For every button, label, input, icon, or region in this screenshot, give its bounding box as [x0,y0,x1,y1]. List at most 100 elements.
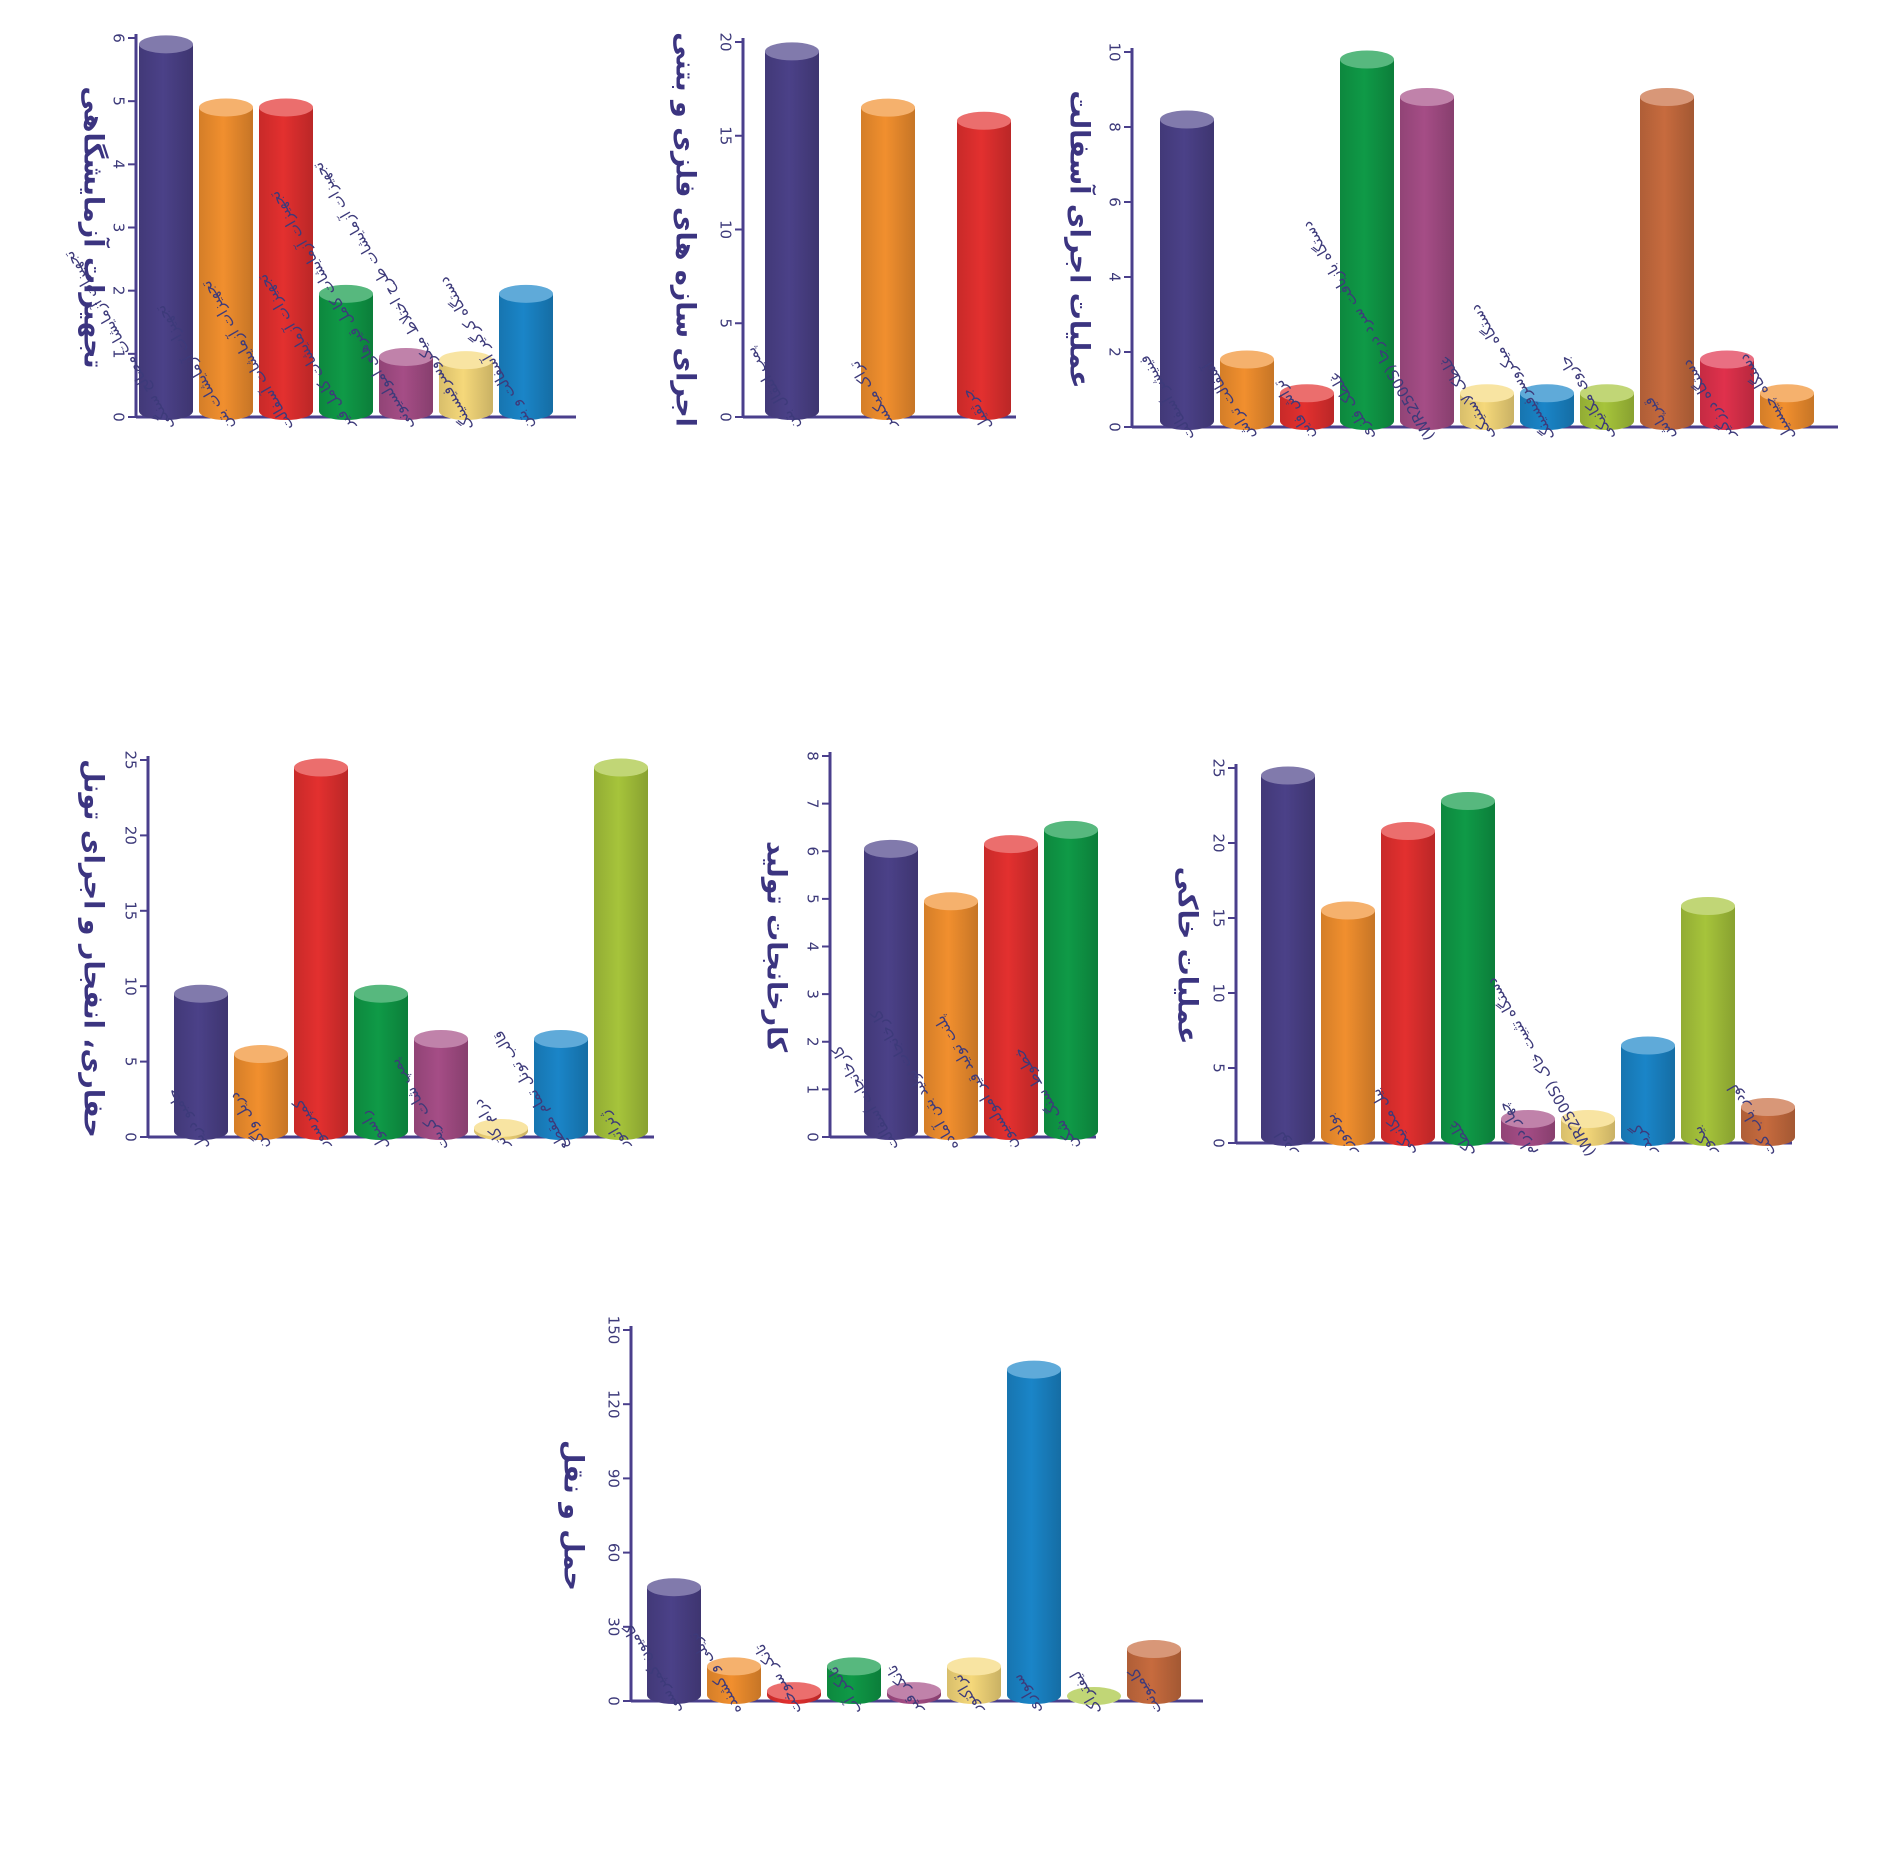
bar-body [319,293,373,420]
bar-tunnel-3 [354,984,408,1140]
chart-title: عملیات اجرای آسفالت [1064,90,1097,388]
bar-earth-3 [1441,792,1495,1146]
bar-steel-0 [765,42,819,420]
bar-body [1520,393,1574,430]
y-tick-label: 15 [717,126,735,145]
bar-body [234,1054,288,1140]
bar-cap [259,98,313,117]
chart-title: تجهیزات آزمایشگاهی [78,86,111,368]
bar-body [1741,1107,1795,1146]
bar-earth-0 [1261,766,1315,1146]
bar-tunnel-0 [174,984,228,1140]
y-tick-label: 4 [804,942,822,952]
bar-lab-6 [499,284,553,420]
bar-plants-3 [1044,820,1098,1140]
bar-earth-1 [1321,901,1375,1146]
bar-asphalt-1 [1220,350,1274,430]
y-tick-label: 25 [1210,758,1228,777]
bar-body [1700,359,1754,430]
y-tick-label: 20 [717,32,735,51]
bar-body [861,107,915,420]
bar-cap [1561,1110,1615,1128]
y-tick-label: 150 [605,1316,623,1345]
y-tick-label: 1 [110,349,128,359]
bar-cap [534,1029,588,1048]
bar-body [1381,831,1435,1146]
bar-tunnel-5 [474,1118,528,1140]
y-tick-label: 5 [717,318,735,328]
bar-cap [864,839,918,858]
bar-cap [1520,384,1574,403]
y-tick-label: 10 [717,220,735,239]
chart-title: حمل و نقل [558,1440,589,1591]
bar-cap [1067,1687,1121,1706]
y-tick-label: 6 [1106,197,1124,207]
bar-cap [947,1657,1001,1676]
y-tick-label: 0 [804,1132,822,1142]
bar-asphalt-2 [1280,384,1334,430]
bar-cap [767,1682,821,1701]
bar-transport-8 [1127,1640,1181,1704]
bar-cap [1261,766,1315,785]
bar-body [827,1666,881,1704]
bar-cap [1127,1640,1181,1659]
y-tick-label: 2 [804,1037,822,1047]
bar-cap [1700,350,1754,369]
bar-body [1460,393,1514,430]
y-tick-label: 30 [605,1617,623,1636]
chart-title: کارخانجات تولید [761,841,792,1052]
y-tick-label: 5 [110,96,128,106]
bar-body [647,1587,701,1704]
bar-cap [1460,384,1514,403]
bar-body [707,1666,761,1704]
bar-asphalt-7 [1580,384,1634,430]
bar-cap [861,98,915,117]
bar-asphalt-6 [1520,384,1574,430]
bar-transport-2 [767,1682,821,1704]
bar-cap [1741,1098,1795,1116]
bar-cap [1007,1360,1061,1379]
y-tick-label: 25 [122,750,140,769]
bar-cap [474,1118,528,1137]
bar-body [1280,393,1334,430]
bar-body [1007,1369,1061,1704]
bar-body [439,360,493,420]
bar-tunnel-7 [594,758,648,1140]
bar-asphalt-10 [1760,384,1814,430]
chart-title: عملیات خاکی [1172,867,1203,1045]
y-tick-label: 3 [110,223,128,233]
bar-body [499,293,553,420]
bar-cap [1441,792,1495,810]
y-tick-label: 10 [1210,983,1228,1002]
bar-cap [499,284,553,303]
bar-cap [1760,384,1814,403]
bar-body [984,844,1038,1140]
bar-earth-5 [1561,1110,1615,1146]
bar-cap [707,1657,761,1676]
y-tick-label: 2 [1106,347,1124,357]
bar-cap [234,1045,288,1064]
bar-body [1580,393,1634,430]
y-tick-label: 0 [122,1132,140,1142]
bar-cap [1340,50,1394,69]
bar-lab-4 [379,347,433,420]
y-tick-label: 8 [804,751,822,761]
bar-cap [1640,88,1694,106]
bar-body [1160,119,1214,430]
bar-tunnel-4 [414,1029,468,1140]
y-tick-label: 4 [110,160,128,170]
bar-body [414,1038,468,1140]
bar-body [1261,775,1315,1146]
y-tick-label: 10 [122,977,140,996]
y-tick-label: 0 [605,1696,623,1706]
bar-asphalt-8 [1640,88,1694,430]
bar-body [594,767,648,1140]
bar-cap [887,1682,941,1701]
bar-cap [1321,901,1375,920]
bar-body [1127,1649,1181,1704]
y-tick-label: 90 [605,1469,623,1488]
